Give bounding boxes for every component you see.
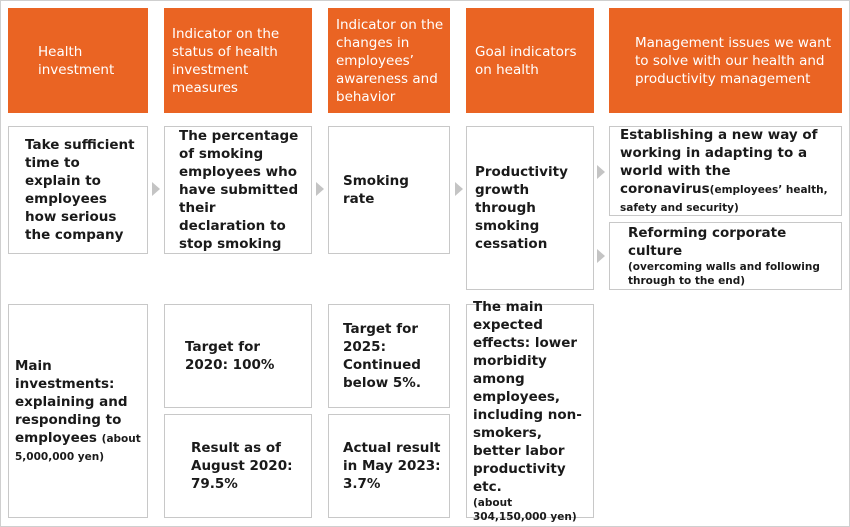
header-health-investment-label: Health investment <box>38 43 115 78</box>
header-goal-indicators-label: Goal indicators on health <box>475 43 577 78</box>
box-actual-may-2023: Actual result in May 2023: 3.7% <box>328 414 450 518</box>
box-new-way-of-working-text: Establishing a new way of working in ada… <box>620 126 835 216</box>
box-declaration-percentage: The percentage of smoking employees who … <box>164 126 312 254</box>
arrow-right-4b <box>597 249 605 263</box>
reforming-culture-note: (overcoming walls and following through … <box>628 261 820 287</box>
box-new-way-of-working: Establishing a new way of working in ada… <box>609 126 842 216</box>
header-awareness-indicator: Indicator on the changes in employees’ a… <box>328 8 450 113</box>
box-expected-effects-text: The main expected effects: lower morbidi… <box>473 298 589 524</box>
arrow-right-3 <box>455 182 463 196</box>
box-smoking-rate-text: Smoking rate <box>343 173 409 207</box>
reforming-culture-main: Reforming corporate culture <box>628 225 787 259</box>
box-target-2020-text: Target for 2020: 100% <box>185 339 275 373</box>
arrow-right-1 <box>152 182 160 196</box>
box-main-investments: Main investments: explaining and respond… <box>8 304 148 518</box>
main-investments-main: Main investments: explaining and respond… <box>15 358 128 446</box>
box-explain-to-employees: Take sufficient time to explain to emplo… <box>8 126 148 254</box>
arrow-right-2 <box>316 182 324 196</box>
box-declaration-percentage-text: The percentage of smoking employees who … <box>179 128 299 252</box>
box-target-2025: Target for 2025: Continued below 5%. <box>328 304 450 408</box>
header-measures-indicator-label: Indicator on the status of health invest… <box>172 25 280 96</box>
header-awareness-indicator-label: Indicator on the changes in employees’ a… <box>336 16 444 105</box>
box-target-2020: Target for 2020: 100% <box>164 304 312 408</box>
box-reforming-culture: Reforming corporate culture (overcoming … <box>609 222 842 290</box>
box-result-august-2020-text: Result as of August 2020: 79.5% <box>191 440 293 492</box>
header-goal-indicators: Goal indicators on health <box>466 8 594 113</box>
box-actual-may-2023-text: Actual result in May 2023: 3.7% <box>343 440 441 492</box>
header-management-issues-label: Management issues we want to solve with … <box>635 34 832 87</box>
header-health-investment: Health investment <box>8 8 148 113</box>
header-measures-indicator: Indicator on the status of health invest… <box>164 8 312 113</box>
box-smoking-rate: Smoking rate <box>328 126 450 254</box>
box-explain-to-employees-text: Take sufficient time to explain to emplo… <box>25 137 135 243</box>
box-main-investments-text: Main investments: explaining and respond… <box>15 357 143 465</box>
box-result-august-2020: Result as of August 2020: 79.5% <box>164 414 312 518</box>
arrow-right-4a <box>597 165 605 179</box>
expected-effects-note: (about 304,150,000 yen) <box>473 497 577 523</box>
box-productivity-growth: Productivity growth through smoking cess… <box>466 126 594 290</box>
new-way-of-working-note: (employees’ health, safety and security) <box>620 184 828 214</box>
main-investments-note: (about 5,000,000 yen) <box>15 433 141 463</box>
new-way-of-working-main: Establishing a new way of working in ada… <box>620 127 818 197</box>
box-target-2025-text: Target for 2025: Continued below 5%. <box>343 321 421 391</box>
expected-effects-main: The main expected effects: lower morbidi… <box>473 299 582 495</box>
box-reforming-culture-text: Reforming corporate culture (overcoming … <box>628 224 835 288</box>
box-expected-effects: The main expected effects: lower morbidi… <box>466 299 594 523</box>
header-management-issues: Management issues we want to solve with … <box>609 8 842 113</box>
box-productivity-growth-text: Productivity growth through smoking cess… <box>475 164 568 252</box>
